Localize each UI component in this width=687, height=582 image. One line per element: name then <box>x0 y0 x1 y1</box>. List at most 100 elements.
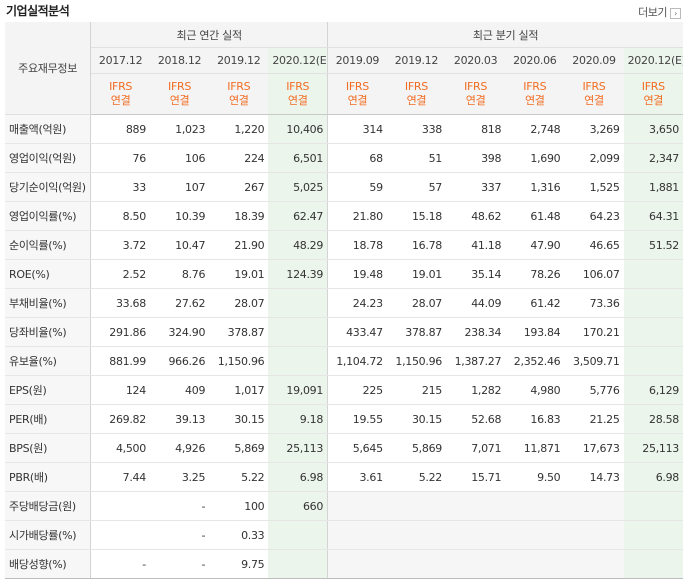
ifrs-basis-2: IFRS 연결 <box>209 73 269 115</box>
cell-value: 337 <box>445 172 506 202</box>
cell-value: 6,129 <box>623 375 683 405</box>
cell-value: 5.22 <box>386 462 446 492</box>
cell-value: 881.99 <box>90 346 150 376</box>
header-quarter: 최근 분기 실적 <box>327 22 683 48</box>
cell-value: 61.48 <box>505 201 565 231</box>
cell-value: 1,104.72 <box>327 346 387 376</box>
table-row: 배당성향(%) - -9.75 <box>5 549 683 579</box>
ifrs-label: IFRS <box>582 80 606 93</box>
cell-value: 1,220 <box>209 114 269 144</box>
cell-value: 5,025 <box>268 172 328 202</box>
row-label: 영업이익(억원) <box>5 143 92 173</box>
cell-value: 1,282 <box>445 375 506 405</box>
cell-value: 24.23 <box>327 288 387 318</box>
cell-value: 5,776 <box>564 375 624 405</box>
ifrs-basis-1: IFRS 연결 <box>149 73 210 115</box>
table-row: ROE(%) 2.52 8.76 19.01 124.39 19.48 19.01 35.14… <box>5 259 683 289</box>
basis-label: 연결 <box>643 94 664 107</box>
table-row: 유보율(%) 881.99 966.26 1,150.96 1,104.72 1,150.… <box>5 346 683 376</box>
cell-value: 64.23 <box>564 201 624 231</box>
period-8: 2020.09 <box>564 47 624 74</box>
cell-value: 889 <box>90 114 150 144</box>
cell-value <box>327 549 387 579</box>
basis-label: 연결 <box>524 94 545 107</box>
cell-value: 5,869 <box>386 433 446 463</box>
cell-value: 291.86 <box>90 317 150 347</box>
cell-value: 106 <box>149 143 210 173</box>
table-row: 주당배당금(원) -100 660 <box>5 491 683 521</box>
cell-value: 238.34 <box>445 317 506 347</box>
cell-value: 6.98 <box>623 462 683 492</box>
cell-value: 124 <box>90 375 150 405</box>
period-3: 2020.12(E) <box>268 47 328 74</box>
cell-value: 14.73 <box>564 462 624 492</box>
cell-value: 9.75 <box>209 549 269 579</box>
header-ifrs-row: IFRS 연결 IFRS 연결 IFRS 연결 IFRS 연결 IFRS 연결 IFRS 연결 IFRS… <box>5 73 683 115</box>
cell-value: 62.47 <box>268 201 328 231</box>
ifrs-basis-3: IFRS 연결 <box>268 73 328 115</box>
cell-value: 7,071 <box>445 433 506 463</box>
cell-value: 3,269 <box>564 114 624 144</box>
row-label: 영업이익률(%) <box>5 201 92 231</box>
period-4: 2019.09 <box>327 47 387 74</box>
cell-value: 28.07 <box>386 288 446 318</box>
cell-value: 314 <box>327 114 387 144</box>
cell-value <box>623 491 683 521</box>
cell-value <box>505 491 565 521</box>
cell-value: 2,748 <box>505 114 565 144</box>
row-label: 부채비율(%) <box>5 288 92 318</box>
ifrs-label: IFRS <box>227 80 251 93</box>
cell-value: 8.76 <box>149 259 210 289</box>
cell-value: 19.55 <box>327 404 387 434</box>
row-label: 배당성향(%) <box>5 549 92 579</box>
cell-value <box>623 520 683 550</box>
period-5: 2019.12 <box>386 47 446 74</box>
cell-value: - <box>149 549 210 579</box>
chevron-right-icon: › <box>670 7 681 19</box>
cell-value: 4,980 <box>505 375 565 405</box>
cell-value: - <box>90 549 150 579</box>
cell-value: 1,881 <box>623 172 683 202</box>
basis-label: 연결 <box>169 94 190 107</box>
cell-value: 106.07 <box>564 259 624 289</box>
cell-value: 21.25 <box>564 404 624 434</box>
cell-value <box>564 491 624 521</box>
cell-value: 8.50 <box>90 201 150 231</box>
cell-value: 1,525 <box>564 172 624 202</box>
ifrs-label: IFRS <box>523 80 547 93</box>
cell-value: 51.52 <box>623 230 683 260</box>
cell-value: 124.39 <box>268 259 328 289</box>
cell-value: - <box>149 491 210 521</box>
period-7: 2020.06 <box>505 47 565 74</box>
section-title: 기업실적분석 <box>6 4 70 18</box>
cell-value: 16.78 <box>386 230 446 260</box>
cell-value: 44.09 <box>445 288 506 318</box>
table-row: PBR(배) 7.44 3.25 5.22 6.98 3.61 5.22 15.71 9.50 1… <box>5 462 683 492</box>
ifrs-basis-4: IFRS 연결 <box>327 73 387 115</box>
ifrs-basis-6: IFRS 연결 <box>445 73 506 115</box>
row-label: 매출액(억원) <box>5 114 92 144</box>
cell-value <box>268 288 328 318</box>
cell-value: 409 <box>149 375 210 405</box>
cell-value: 68 <box>327 143 387 173</box>
basis-label: 연결 <box>228 94 249 107</box>
more-link[interactable]: 더보기 › <box>638 4 681 20</box>
cell-value: 378.87 <box>209 317 269 347</box>
table-row: 매출액(억원) 889 1,023 1,220 10,406 314 338 818 2,748… <box>5 114 683 144</box>
table-row: 순이익률(%) 3.72 10.47 21.90 48.29 18.78 16.78 41.1… <box>5 230 683 260</box>
table-row: PER(배) 269.82 39.13 30.15 9.18 19.55 30.15 52.6… <box>5 404 683 434</box>
cell-value <box>386 520 446 550</box>
cell-value: 5,869 <box>209 433 269 463</box>
header-period-row: 2017.12 2018.12 2019.12 2020.12(E) 2019.09 20… <box>5 47 683 74</box>
cell-value <box>268 549 328 579</box>
cell-value: 30.15 <box>209 404 269 434</box>
cell-value: 78.26 <box>505 259 565 289</box>
basis-label: 연결 <box>465 94 486 107</box>
cell-value: 28.07 <box>209 288 269 318</box>
cell-value <box>90 491 150 521</box>
cell-value: 18.39 <box>209 201 269 231</box>
cell-value: 35.14 <box>445 259 506 289</box>
cell-value <box>623 288 683 318</box>
cell-value: 64.31 <box>623 201 683 231</box>
table-row: EPS(원) 124 409 1,017 19,091 225 215 1,282 4,980 5… <box>5 375 683 405</box>
